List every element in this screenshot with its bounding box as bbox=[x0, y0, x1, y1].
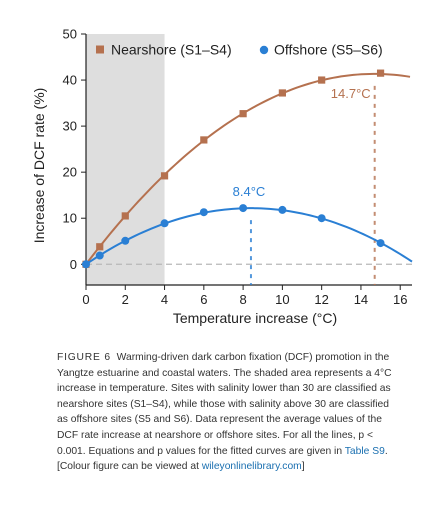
x-tick-label: 8 bbox=[239, 292, 246, 307]
nearshore-fit-curve bbox=[85, 72, 411, 265]
x-tick-label: 4 bbox=[161, 292, 168, 307]
nearshore-peak-label: 14.7°C bbox=[331, 86, 371, 101]
nearshore-data-point bbox=[200, 136, 208, 144]
legend-label-offshore: Offshore (S5–S6) bbox=[274, 42, 383, 58]
caption-text-end: ] bbox=[301, 461, 305, 473]
legend-label-nearshore: Nearshore (S1–S4) bbox=[111, 42, 232, 58]
y-tick-label: 0 bbox=[70, 257, 77, 272]
x-tick-label: 16 bbox=[393, 292, 407, 307]
offshore-data-point bbox=[82, 260, 90, 269]
y-axis-title: Increase of DCF rate (%) bbox=[31, 88, 47, 244]
nearshore-data-point bbox=[239, 110, 247, 118]
offshore-data-point bbox=[95, 251, 104, 260]
offshore-data-point bbox=[376, 239, 385, 248]
legend-marker-offshore bbox=[259, 45, 269, 55]
y-tick-label: 30 bbox=[63, 119, 77, 134]
offshore-peak-label: 8.4°C bbox=[233, 184, 266, 199]
x-tick-label: 2 bbox=[122, 292, 129, 307]
x-axis-title: Temperature increase (°C) bbox=[173, 310, 337, 326]
figure-caption: FIGURE 6 Warming-driven dark carbon fixa… bbox=[57, 350, 397, 475]
caption-text: Warming-driven dark carbon fixation (DCF… bbox=[57, 352, 392, 457]
nearshore-data-point bbox=[160, 172, 169, 180]
x-tick-label: 12 bbox=[314, 292, 328, 307]
offshore-data-point bbox=[278, 205, 287, 214]
x-tick-label: 6 bbox=[200, 292, 207, 307]
y-tick-label: 10 bbox=[63, 211, 77, 226]
chart-area: 0 2 4 6 8 10 12 14 16 0 10 20 30 40 50 Temperature incr… bbox=[31, 27, 413, 326]
y-tick-label: 40 bbox=[63, 73, 77, 88]
y-tick-label: 20 bbox=[63, 165, 77, 180]
nearshore-data-point bbox=[376, 69, 385, 77]
x-tick-label: 0 bbox=[82, 292, 89, 307]
nearshore-data-point bbox=[96, 243, 104, 251]
table-s9-link[interactable]: Table S9 bbox=[344, 445, 385, 457]
offshore-data-point bbox=[239, 204, 248, 213]
offshore-data-point bbox=[199, 208, 208, 217]
offshore-data-point bbox=[121, 236, 130, 245]
offshore-data-point bbox=[160, 219, 169, 228]
x-tick-label: 10 bbox=[275, 292, 289, 307]
legend: Nearshore (S1–S4) Offshore (S5–S6) bbox=[96, 42, 383, 58]
caption-text-mid: . [Colour figure can be viewed at bbox=[57, 445, 388, 473]
y-tick-label: 50 bbox=[63, 27, 77, 42]
x-tick-label: 14 bbox=[354, 292, 368, 307]
nearshore-data-point bbox=[278, 89, 286, 97]
nearshore-data-point bbox=[318, 76, 326, 84]
dcf-chart: 0 2 4 6 8 10 12 14 16 0 10 20 30 40 50 Temperature incr… bbox=[31, 27, 413, 326]
nearshore-data-point bbox=[121, 212, 129, 220]
figure-label: FIGURE 6 bbox=[57, 352, 111, 363]
wiley-online-library-link[interactable]: wileyonlinelibrary.com bbox=[201, 461, 302, 473]
offshore-fit-curve bbox=[85, 207, 413, 266]
offshore-data-point bbox=[317, 214, 326, 223]
legend-marker-nearshore bbox=[96, 45, 104, 54]
